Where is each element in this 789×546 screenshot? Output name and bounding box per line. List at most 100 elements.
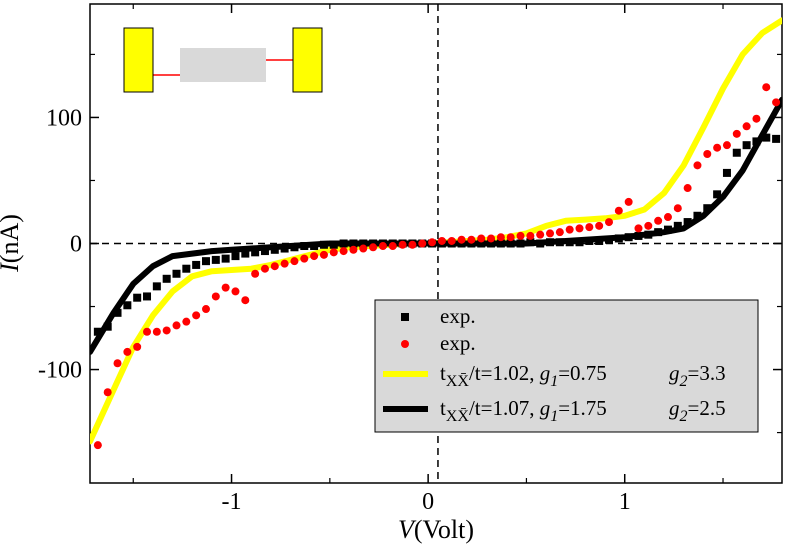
data-point-circle	[398, 240, 407, 249]
x-tick-label: -1	[222, 489, 242, 515]
data-point-circle	[418, 239, 427, 248]
data-point-square	[201, 257, 210, 266]
y-axis-label: I(nA)	[0, 214, 24, 273]
data-point-square	[752, 137, 761, 146]
data-point-square	[162, 274, 171, 283]
data-point-square	[742, 141, 751, 150]
fit-1-g1: g	[540, 361, 551, 385]
data-point-circle	[555, 228, 564, 237]
data-point-circle	[595, 221, 604, 230]
data-point-square	[260, 247, 269, 256]
y-axis-label-symbol: I	[0, 262, 24, 273]
data-point-circle	[152, 327, 161, 336]
fit-1-g2-value: =3.3	[688, 361, 726, 385]
data-point-circle	[624, 197, 633, 206]
legend-label-fit-2: tXX̄/t=1.07, g1=1.75 g2=2.5	[440, 396, 726, 425]
data-point-square	[506, 239, 515, 248]
data-point-square	[182, 264, 191, 273]
data-point-square	[339, 239, 348, 248]
data-point-circle	[201, 305, 210, 314]
data-point-circle	[290, 257, 299, 266]
data-point-circle	[172, 321, 181, 330]
data-point-circle	[143, 327, 152, 336]
data-point-circle	[103, 388, 112, 397]
data-point-circle	[437, 236, 446, 245]
legend-label-exp-circles: exp.	[440, 331, 476, 355]
data-point-circle	[221, 283, 230, 292]
data-point-circle	[231, 287, 240, 296]
data-point-circle	[496, 233, 505, 242]
series-layer	[90, 17, 782, 450]
data-point-circle	[585, 223, 594, 232]
fit-1-g2-subscript: 2	[680, 373, 688, 390]
data-point-square	[143, 292, 152, 301]
data-point-square	[536, 239, 545, 248]
data-point-square	[722, 168, 731, 177]
data-point-circle	[654, 216, 663, 225]
molecule-block	[180, 48, 266, 82]
fit-2-ratio: /t=1.07,	[469, 396, 540, 420]
data-point-circle	[772, 98, 781, 107]
x-axis-label: V(Volt)	[398, 515, 474, 544]
data-point-square	[319, 240, 328, 249]
data-point-circle	[457, 235, 466, 244]
data-point-circle	[123, 347, 132, 356]
legend-circle-marker	[401, 340, 409, 348]
fit-2-g1: g	[540, 396, 551, 420]
data-point-circle	[241, 296, 250, 305]
data-point-square	[605, 235, 613, 244]
fit-2-g2: g	[669, 396, 680, 420]
data-point-square	[192, 260, 201, 269]
data-point-circle	[192, 311, 201, 320]
fit-2-t: t	[440, 396, 446, 420]
data-point-circle	[378, 242, 387, 251]
data-point-circle	[742, 122, 751, 131]
data-point-square	[329, 240, 338, 249]
y-axis-ticks: -100 0 100	[38, 53, 782, 434]
legend-label-fit-1: tXX̄/t=1.02, g1=0.75 g2=3.3	[440, 361, 726, 390]
data-point-circle	[93, 441, 102, 450]
data-point-square	[349, 239, 358, 248]
data-point-circle	[713, 143, 722, 152]
data-point-circle	[536, 230, 545, 239]
fit-1-g1-value: =0.75	[558, 361, 607, 385]
data-point-circle	[703, 150, 712, 159]
data-point-circle	[329, 248, 338, 257]
data-point-square	[663, 225, 672, 234]
legend-square-marker	[401, 313, 409, 321]
data-point-square	[231, 252, 240, 261]
data-point-circle	[516, 231, 525, 240]
legend-box	[374, 299, 759, 433]
data-point-circle	[359, 244, 368, 253]
data-point-square	[280, 244, 289, 253]
data-point-circle	[565, 225, 574, 234]
data-point-circle	[408, 240, 417, 249]
data-point-circle	[270, 262, 279, 271]
data-point-square	[526, 238, 535, 247]
data-point-square	[614, 234, 623, 243]
data-point-circle	[113, 359, 122, 368]
data-point-circle	[447, 236, 456, 245]
data-point-circle	[162, 326, 171, 335]
x-tick-label: 0	[422, 489, 434, 515]
data-point-square	[211, 255, 220, 264]
legend-label-exp-squares: exp.	[440, 304, 476, 328]
data-point-square	[693, 211, 702, 220]
data-point-circle	[260, 264, 269, 273]
fit-1-g1-subscript: 1	[550, 373, 558, 390]
data-point-circle	[251, 269, 260, 278]
data-point-circle	[428, 238, 437, 247]
data-point-circle	[693, 161, 702, 170]
data-point-square	[300, 242, 309, 251]
data-point-circle	[182, 317, 191, 326]
data-point-square	[221, 254, 230, 263]
fit-1-t: t	[440, 361, 446, 385]
fit-2-g2-subscript: 2	[680, 408, 688, 425]
right-electrode	[292, 27, 323, 93]
data-point-square	[310, 242, 319, 251]
fit-2-g1-subscript: 1	[550, 408, 558, 425]
data-point-circle	[673, 204, 682, 213]
data-point-circle	[388, 242, 397, 251]
data-point-square	[713, 190, 722, 199]
